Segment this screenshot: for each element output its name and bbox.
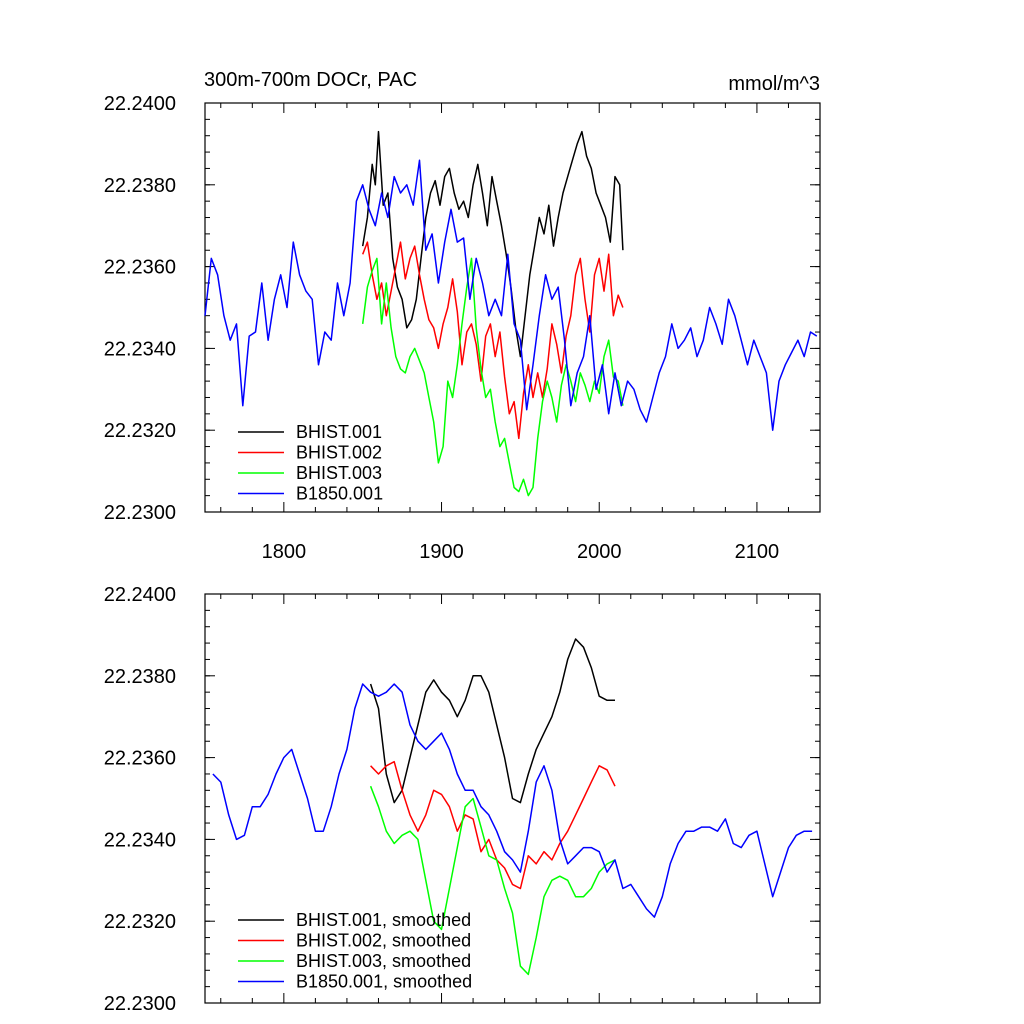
y-tick-label: 22.2340 [104, 829, 176, 851]
series-line-bhist-001 [369, 638, 615, 804]
y-tick-label: 22.2300 [104, 993, 176, 1015]
y-tick-label: 22.2400 [104, 93, 176, 115]
x-tick-label: 2100 [735, 541, 780, 563]
series-line-bhist-002 [362, 241, 624, 440]
y-tick-label: 22.2340 [104, 338, 176, 360]
legend-entry: BHIST.001 [296, 422, 382, 442]
series-line-bhist-003 [369, 785, 616, 976]
y-tick-label: 22.2400 [104, 584, 176, 606]
legend-entry: B1850.001 [296, 484, 383, 504]
plot-frame [204, 593, 821, 1004]
y-tick-label: 22.2360 [104, 748, 176, 770]
y-tick-label: 22.2320 [104, 420, 176, 442]
y-tick-label: 22.2380 [104, 666, 176, 688]
legend-entry: BHIST.002, smoothed [296, 931, 471, 951]
series-line-bhist-001 [361, 130, 624, 358]
top-panel: 300m-700m DOCr, PAC mmol/m^3 22.2300 22.2… [104, 69, 821, 563]
x-tick-label: 1800 [262, 541, 307, 563]
legend-entry: BHIST.003 [296, 463, 382, 483]
y-tick-label: 22.2380 [104, 175, 176, 197]
y-tick-label: 22.2360 [104, 257, 176, 279]
series-line-bhist-003 [361, 257, 624, 497]
units-label: mmol/m^3 [728, 73, 820, 95]
legend-entry: BHIST.003, smoothed [296, 951, 471, 971]
bottom-panel: 22.2300 22.2320 22.2340 22.2360 22.2380 22.24… [104, 584, 821, 1015]
x-tick-label: 1900 [419, 541, 464, 563]
legend-entry: BHIST.002 [296, 443, 382, 463]
series-line-b1850-001 [204, 159, 818, 431]
plot-frame [204, 102, 821, 513]
x-tick-label: 2000 [577, 541, 622, 563]
legend-entry: B1850.001, smoothed [296, 972, 472, 992]
y-tick-label: 22.2320 [104, 911, 176, 933]
series-line-b1850-001 [212, 683, 813, 918]
series-line-bhist-002 [370, 760, 616, 890]
chart-title: 300m-700m DOCr, PAC [204, 69, 417, 91]
y-tick-label: 22.2300 [104, 502, 176, 524]
legend-entry: BHIST.001, smoothed [296, 910, 471, 930]
